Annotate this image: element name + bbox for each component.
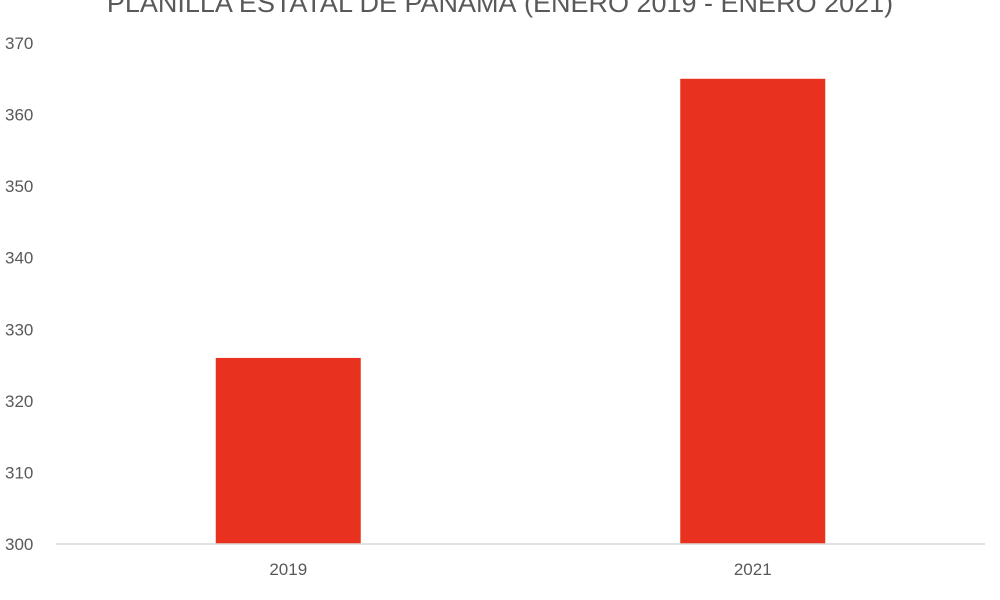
y-axis-tick-labels: 300 310 320 330 340 350 360 370 <box>5 34 33 554</box>
bar-2019 <box>215 357 361 544</box>
x-axis-tick-labels: 2019 2021 <box>269 560 771 579</box>
bar-2021 <box>680 78 826 545</box>
y-tick-label: 320 <box>5 392 33 411</box>
bars <box>215 78 826 545</box>
y-tick-label: 350 <box>5 177 33 196</box>
y-tick-label: 330 <box>5 320 33 339</box>
y-tick-label: 310 <box>5 463 33 482</box>
x-tick-label: 2021 <box>734 560 772 579</box>
y-tick-label: 340 <box>5 249 33 268</box>
y-tick-label: 360 <box>5 106 33 125</box>
y-tick-label: 300 <box>5 535 33 554</box>
y-tick-label: 370 <box>5 34 33 53</box>
chart-title: PLANILLA ESTATAL DE PANAMÁ (ENERO 2019 -… <box>107 0 893 18</box>
x-tick-label: 2019 <box>269 560 307 579</box>
